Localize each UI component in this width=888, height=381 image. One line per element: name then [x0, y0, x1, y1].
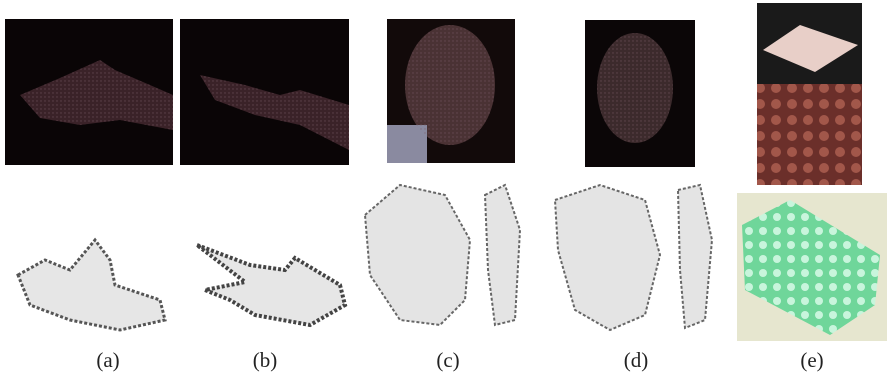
page: (a) (b) (c) (d) (e) (() => { const data … — [0, 0, 888, 381]
caption: (d) — [624, 348, 649, 372]
photo-face-1 — [387, 19, 515, 163]
figure: (a) (b) (c) (d) (e) — [0, 0, 888, 381]
photo-foam — [757, 3, 862, 185]
mesh-face-1 — [365, 185, 520, 325]
mesh-face-2 — [555, 185, 712, 330]
caption: (e) — [800, 348, 823, 372]
mesh-hand-v — [197, 245, 345, 325]
caption: (b) — [253, 348, 278, 372]
mesh-hand-open — [18, 240, 165, 330]
caption: (c) — [436, 348, 459, 372]
caption: (a) — [96, 348, 119, 372]
mesh-foam — [737, 193, 887, 341]
photo-hand-open — [5, 19, 173, 165]
photo-hand-v — [180, 19, 349, 165]
photo-face-2 — [585, 20, 695, 167]
